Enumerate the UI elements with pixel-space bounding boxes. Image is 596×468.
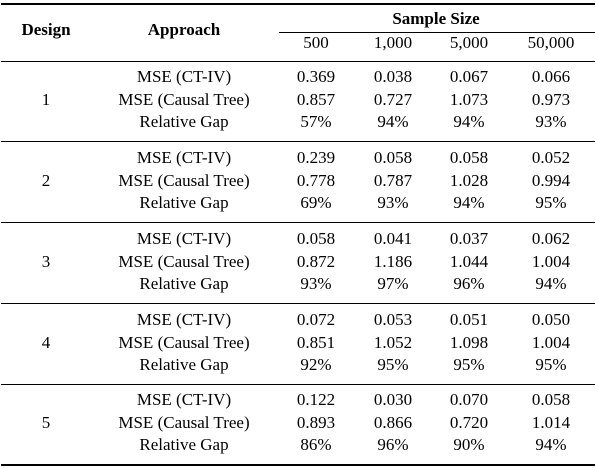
group-rule [1, 222, 595, 223]
group-rule [1, 384, 595, 385]
value-cell: 1.044 [449, 251, 489, 271]
value-cell: 1.028 [449, 170, 489, 190]
value-cell: 0.727 [373, 89, 413, 109]
value-cell: 94% [535, 435, 567, 454]
approach-label: MSE (CT-IV) [136, 67, 232, 86]
top-rule [1, 3, 595, 5]
value-cell: 0.058 [373, 148, 413, 167]
value-cell: 1.014 [531, 412, 571, 432]
value-cell: 0.053 [373, 310, 413, 329]
value-cell: 93% [535, 112, 567, 131]
approach-label: MSE (Causal Tree) [118, 89, 250, 109]
value-cell: 94% [453, 112, 485, 131]
approach-label: MSE (Causal Tree) [118, 251, 250, 271]
header-size-500: 500 [303, 33, 329, 52]
group-rule [1, 61, 595, 62]
value-cell: 95% [535, 193, 567, 212]
value-cell: 0.058 [531, 390, 571, 409]
value-cell: 0.037 [449, 229, 489, 248]
value-cell: 93% [300, 274, 332, 293]
header-approach: Approach [147, 20, 221, 39]
value-cell: 0.030 [373, 390, 413, 409]
header-design: Design [21, 20, 71, 39]
design-number: 1 [41, 89, 51, 109]
header-size-5000: 5,000 [449, 33, 489, 52]
value-cell: 1.004 [531, 332, 571, 352]
approach-label: Relative Gap [139, 112, 229, 131]
value-cell: 0.720 [449, 412, 489, 432]
value-cell: 92% [300, 355, 332, 374]
value-cell: 0.893 [296, 412, 336, 432]
value-cell: 93% [377, 193, 409, 212]
approach-label: Relative Gap [139, 435, 229, 454]
approach-label: Relative Gap [139, 355, 229, 374]
value-cell: 1.073 [449, 89, 489, 109]
value-cell: 0.052 [531, 148, 571, 167]
bottom-rule [1, 464, 595, 466]
value-cell: 1.004 [531, 251, 571, 271]
value-cell: 0.239 [296, 148, 336, 167]
value-cell: 0.369 [296, 67, 336, 86]
design-number: 4 [41, 332, 51, 352]
approach-label: MSE (CT-IV) [136, 148, 232, 167]
design-number: 5 [41, 412, 51, 432]
approach-label: MSE (Causal Tree) [118, 412, 250, 432]
design-number: 3 [41, 251, 51, 271]
value-cell: 0.072 [296, 310, 336, 329]
value-cell: 96% [377, 435, 409, 454]
approach-label: Relative Gap [139, 193, 229, 212]
value-cell: 57% [300, 112, 332, 131]
value-cell: 90% [453, 435, 485, 454]
value-cell: 0.787 [373, 170, 413, 190]
group-rule [1, 303, 595, 304]
approach-label: Relative Gap [139, 274, 229, 293]
value-cell: 0.067 [449, 67, 489, 86]
value-cell: 0.058 [296, 229, 336, 248]
value-cell: 94% [377, 112, 409, 131]
group-rule [1, 141, 595, 142]
value-cell: 0.857 [296, 89, 336, 109]
value-cell: 94% [453, 193, 485, 212]
value-cell: 86% [300, 435, 332, 454]
approach-label: MSE (CT-IV) [136, 229, 232, 248]
value-cell: 0.050 [531, 310, 571, 329]
value-cell: 69% [300, 193, 332, 212]
header-size-1000: 1,000 [373, 33, 413, 52]
value-cell: 1.052 [373, 332, 413, 352]
value-cell: 0.994 [531, 170, 571, 190]
value-cell: 0.778 [296, 170, 336, 190]
value-cell: 94% [535, 274, 567, 293]
value-cell: 0.070 [449, 390, 489, 409]
value-cell: 0.872 [296, 251, 336, 271]
value-cell: 95% [377, 355, 409, 374]
value-cell: 0.051 [449, 310, 489, 329]
value-cell: 0.122 [296, 390, 336, 409]
value-cell: 95% [453, 355, 485, 374]
design-number: 2 [41, 170, 51, 190]
value-cell: 95% [535, 355, 567, 374]
value-cell: 0.038 [373, 67, 413, 86]
value-cell: 0.866 [373, 412, 413, 432]
value-cell: 0.041 [373, 229, 413, 248]
value-cell: 0.851 [296, 332, 336, 352]
header-size-50000: 50,000 [527, 33, 575, 52]
value-cell: 0.973 [531, 89, 571, 109]
approach-label: MSE (Causal Tree) [118, 332, 250, 352]
value-cell: 97% [377, 274, 409, 293]
value-cell: 96% [453, 274, 485, 293]
approach-label: MSE (CT-IV) [136, 390, 232, 409]
value-cell: 1.186 [373, 251, 413, 271]
value-cell: 1.098 [449, 332, 489, 352]
approach-label: MSE (Causal Tree) [118, 170, 250, 190]
value-cell: 0.066 [531, 67, 571, 86]
value-cell: 0.058 [449, 148, 489, 167]
approach-label: MSE (CT-IV) [136, 310, 232, 329]
value-cell: 0.062 [531, 229, 571, 248]
header-sample-size: Sample Size [392, 9, 480, 28]
sample-size-rule [279, 32, 595, 33]
